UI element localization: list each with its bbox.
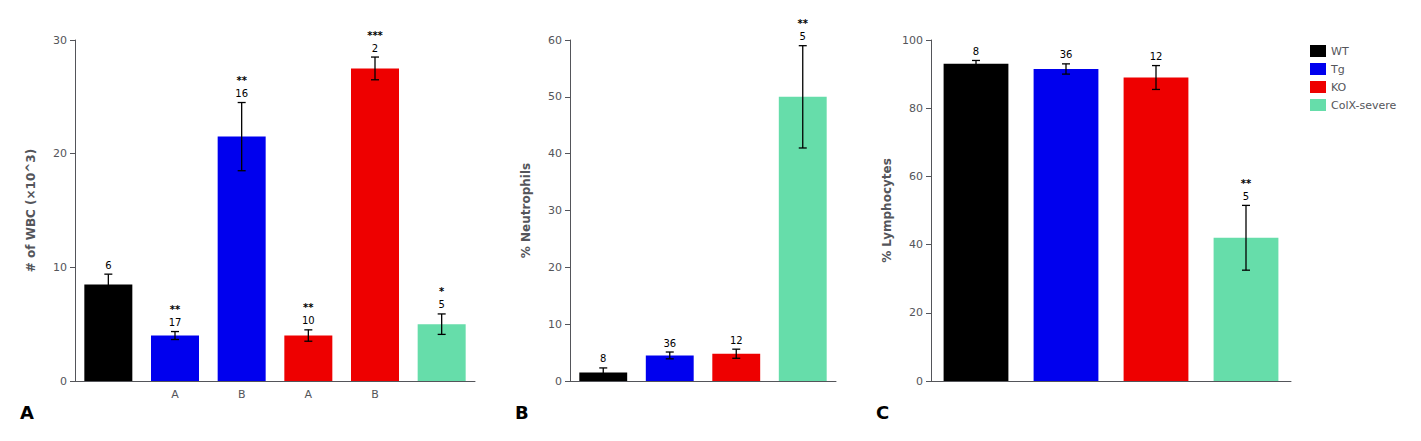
svg-text:**: **: [236, 75, 247, 86]
svg-text:36: 36: [663, 338, 676, 349]
svg-text:12: 12: [1150, 51, 1163, 62]
svg-text:5: 5: [438, 299, 444, 310]
svg-text:36: 36: [1060, 49, 1073, 60]
svg-text:10: 10: [53, 261, 67, 274]
svg-text:6: 6: [105, 260, 111, 271]
svg-text:60: 60: [548, 34, 562, 47]
svg-text:*: *: [439, 286, 445, 297]
svg-text:10: 10: [548, 318, 562, 331]
svg-text:WT: WT: [1331, 45, 1349, 58]
svg-text:A: A: [171, 388, 179, 401]
svg-text:**: **: [170, 304, 181, 315]
svg-text:***: ***: [367, 30, 383, 41]
svg-text:100: 100: [902, 34, 923, 47]
svg-text:0: 0: [60, 375, 67, 388]
svg-text:50: 50: [548, 90, 562, 103]
svg-text:0: 0: [555, 375, 562, 388]
svg-text:2: 2: [372, 43, 378, 54]
svg-text:**: **: [798, 18, 809, 29]
svg-text:B: B: [371, 388, 379, 401]
svg-text:8: 8: [600, 353, 606, 364]
svg-text:**: **: [1241, 178, 1252, 189]
svg-text:# of WBC (×10^3): # of WBC (×10^3): [24, 149, 38, 272]
svg-text:Tg: Tg: [1330, 63, 1345, 76]
svg-text:30: 30: [53, 34, 67, 47]
svg-text:8: 8: [973, 46, 979, 57]
svg-text:20: 20: [53, 147, 67, 160]
svg-text:16: 16: [235, 88, 248, 99]
svg-text:C: C: [876, 402, 889, 423]
svg-text:% Neutrophils: % Neutrophils: [519, 163, 533, 258]
svg-text:80: 80: [909, 102, 923, 115]
svg-text:B: B: [515, 402, 529, 423]
svg-text:5: 5: [800, 31, 806, 42]
svg-text:A: A: [305, 388, 313, 401]
svg-text:10: 10: [302, 315, 315, 326]
svg-text:ColX-severe: ColX-severe: [1331, 99, 1396, 112]
svg-text:40: 40: [548, 147, 562, 160]
svg-text:40: 40: [909, 238, 923, 251]
svg-text:0: 0: [916, 375, 923, 388]
svg-text:A: A: [20, 402, 34, 423]
svg-text:17: 17: [169, 317, 182, 328]
svg-text:12: 12: [730, 335, 743, 346]
svg-text:20: 20: [909, 306, 923, 319]
svg-text:B: B: [238, 388, 246, 401]
svg-text:**: **: [303, 302, 314, 313]
svg-text:20: 20: [548, 261, 562, 274]
svg-text:60: 60: [909, 170, 923, 183]
svg-text:KO: KO: [1331, 81, 1347, 94]
svg-text:5: 5: [1243, 191, 1249, 202]
svg-text:% Lymphocytes: % Lymphocytes: [880, 158, 894, 263]
svg-text:30: 30: [548, 204, 562, 217]
